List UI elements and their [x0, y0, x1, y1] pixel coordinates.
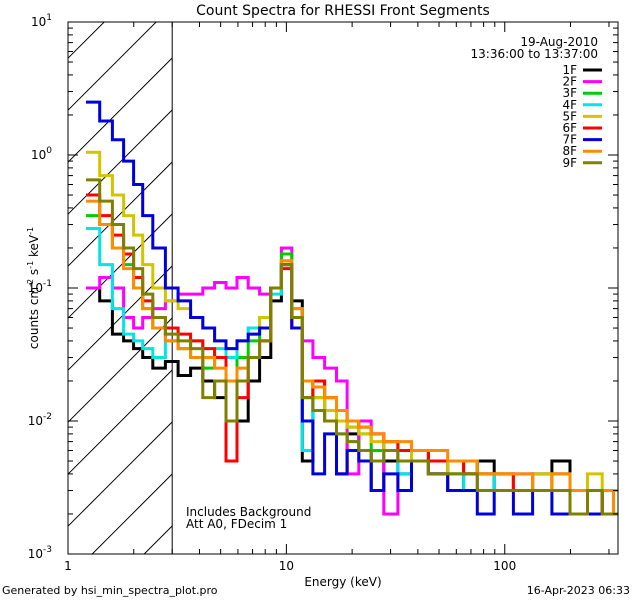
y-tick-exponent: 0	[46, 146, 52, 156]
x-tick-label: 10	[279, 559, 294, 573]
hatch-line	[68, 57, 173, 163]
y-tick-exponent: -3	[43, 545, 52, 555]
x-tick-label: 1	[64, 559, 72, 573]
hatch-line	[68, 109, 173, 215]
y-tick-base: 10	[28, 414, 43, 428]
legend-label-8F: 8F	[562, 144, 577, 158]
y-axis-label-unit-c: s	[27, 269, 41, 279]
x-axis-label: Energy (keV)	[304, 575, 381, 589]
legend-label-2F: 2F	[562, 75, 577, 89]
legend-label-6F: 6F	[562, 121, 577, 135]
legend-label-1F: 1F	[562, 63, 577, 77]
y-tick-base: 10	[31, 15, 46, 29]
y-axis-label-unit-a: counts cm	[27, 287, 41, 349]
legend-label-5F: 5F	[562, 109, 577, 123]
hatch-line	[68, 213, 173, 319]
y-tick-exponent: -2	[43, 412, 52, 422]
y-tick-label: 100	[31, 146, 52, 162]
legend-date: 19-Aug-2010	[520, 35, 598, 49]
y-tick-exponent: 1	[46, 13, 52, 23]
excluded-region-hatching	[68, 0, 173, 554]
y-tick-base: 10	[28, 281, 43, 295]
annotation-attenuator: Att A0, FDecim 1	[186, 517, 287, 531]
y-axis-label: counts cm-2 s-1 keV-1	[26, 227, 41, 349]
y-tick-label: 101	[31, 13, 52, 29]
legend-label-4F: 4F	[562, 98, 577, 112]
footer-timestamp: 16-Apr-2023 06:33	[526, 584, 630, 597]
y-axis-label-exp-f: -1	[26, 227, 35, 235]
footer-generated-by: Generated by hsi_min_spectra_plot.pro	[2, 584, 218, 597]
x-tick-label: 100	[493, 559, 516, 573]
y-tick-exponent: -1	[43, 279, 52, 289]
y-axis-label-exp-d: -1	[26, 261, 35, 269]
hatch-line	[68, 421, 173, 527]
y-tick-base: 10	[31, 148, 46, 162]
hatch-line	[68, 22, 157, 111]
annotation-background: Includes Background	[186, 505, 311, 519]
y-tick-label: 10-2	[28, 412, 52, 428]
hatch-line	[68, 161, 173, 267]
legend-label-7F: 7F	[562, 133, 577, 147]
y-tick-label: 10-1	[28, 279, 52, 295]
y-tick-base: 10	[28, 547, 43, 561]
hatch-line	[68, 317, 173, 423]
axis-ticks	[67, 21, 618, 555]
hatch-line	[68, 22, 105, 59]
hatch-line	[143, 525, 173, 554]
chart-title: Count Spectra for RHESSI Front Segments	[196, 3, 490, 19]
hatch-line	[68, 265, 173, 371]
legend-label-3F: 3F	[562, 86, 577, 100]
hatch-line	[68, 0, 172, 6]
series-lines	[86, 100, 618, 516]
y-axis-label-exp-b: -2	[26, 279, 35, 287]
hatch-line	[91, 473, 173, 554]
legend-time-range: 13:36:00 to 13:37:00	[471, 47, 598, 61]
hatch-line	[68, 369, 173, 475]
y-axis-label-unit-e: keV	[27, 234, 41, 261]
y-tick-label: 10-3	[28, 545, 52, 561]
x-tick-labels: 1 10 100	[64, 559, 516, 573]
series-line-9F	[86, 178, 618, 516]
legend-label-9F: 9F	[562, 156, 577, 170]
